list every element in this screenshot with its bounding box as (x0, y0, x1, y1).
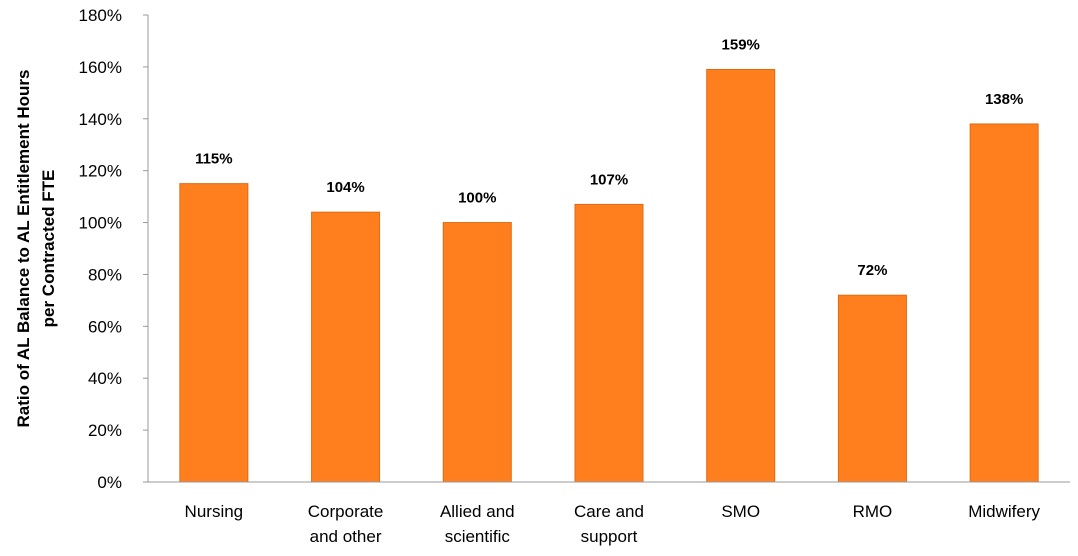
bar (179, 183, 249, 483)
y-tick-label: 60% (88, 317, 122, 336)
y-tick-label: 100% (79, 214, 122, 233)
data-label: 72% (857, 262, 887, 279)
x-category-label: scientific (445, 527, 511, 546)
bars (179, 68, 1039, 483)
x-category-label: RMO (853, 502, 893, 521)
data-label: 115% (195, 151, 233, 168)
x-category-label: SMO (721, 502, 760, 521)
bar (837, 294, 907, 483)
y-tick-label: 20% (88, 421, 122, 440)
y-tick-label: 120% (79, 162, 122, 181)
bar (311, 211, 381, 483)
x-category-label: Care and (574, 502, 644, 521)
y-tick-label: 40% (88, 369, 122, 388)
x-category-label: Allied and (440, 502, 515, 521)
data-label: 100% (458, 190, 496, 207)
x-category-label: and other (310, 527, 382, 546)
y-axis-ticks: 0% 20% 40% 60% 80% 100% 120% 140% 160% 180% (79, 6, 148, 492)
data-label: 104% (326, 179, 364, 196)
y-tick-label: 0% (97, 473, 122, 492)
y-tick-label: 80% (88, 265, 122, 284)
data-label: 159% (722, 36, 760, 53)
x-category-label: Corporate (308, 502, 384, 521)
y-tick-label: 180% (79, 6, 122, 25)
data-label: 138% (985, 91, 1023, 108)
bar (706, 68, 776, 483)
bar (574, 203, 644, 483)
data-labels: 115% 104% 100% 107% 159% 72% 138% (195, 36, 1023, 279)
x-axis-categories: Nursing Corporate and other Allied and scien… (185, 502, 1041, 546)
bar (969, 123, 1039, 483)
x-category-label: Midwifery (968, 502, 1040, 521)
x-category-label: support (581, 527, 638, 546)
y-axis-title-line: per Contracted FTE (39, 170, 58, 328)
data-label: 107% (590, 171, 628, 188)
axes (147, 15, 1070, 483)
y-axis-title-line: Ratio of AL Balance to AL Entitlement Ho… (14, 70, 33, 428)
bar (442, 222, 512, 483)
y-tick-label: 140% (79, 110, 122, 129)
x-category-label: Nursing (185, 502, 244, 521)
y-axis-title: Ratio of AL Balance to AL Entitlement Ho… (14, 70, 58, 428)
y-tick-label: 160% (79, 58, 122, 77)
